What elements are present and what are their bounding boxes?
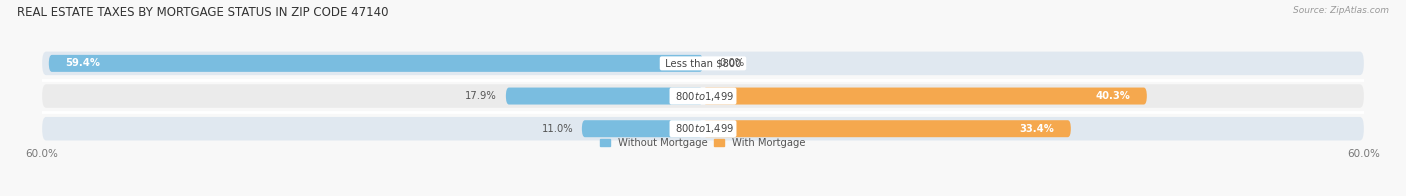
Text: $800 to $1,499: $800 to $1,499 [672,90,734,103]
FancyBboxPatch shape [42,52,1364,75]
Text: 0.0%: 0.0% [720,58,745,68]
Text: REAL ESTATE TAXES BY MORTGAGE STATUS IN ZIP CODE 47140: REAL ESTATE TAXES BY MORTGAGE STATUS IN … [17,6,388,19]
FancyBboxPatch shape [42,117,1364,141]
Text: 40.3%: 40.3% [1095,91,1130,101]
Text: $800 to $1,499: $800 to $1,499 [672,122,734,135]
FancyBboxPatch shape [49,55,703,72]
FancyBboxPatch shape [703,88,1147,104]
FancyBboxPatch shape [506,88,703,104]
Text: Source: ZipAtlas.com: Source: ZipAtlas.com [1294,6,1389,15]
Text: 33.4%: 33.4% [1019,124,1054,134]
Text: 11.0%: 11.0% [541,124,574,134]
Text: 59.4%: 59.4% [65,58,100,68]
Text: Less than $800: Less than $800 [662,58,744,68]
FancyBboxPatch shape [582,120,703,137]
Legend: Without Mortgage, With Mortgage: Without Mortgage, With Mortgage [600,138,806,148]
FancyBboxPatch shape [703,120,1071,137]
FancyBboxPatch shape [42,84,1364,108]
Text: 17.9%: 17.9% [465,91,498,101]
